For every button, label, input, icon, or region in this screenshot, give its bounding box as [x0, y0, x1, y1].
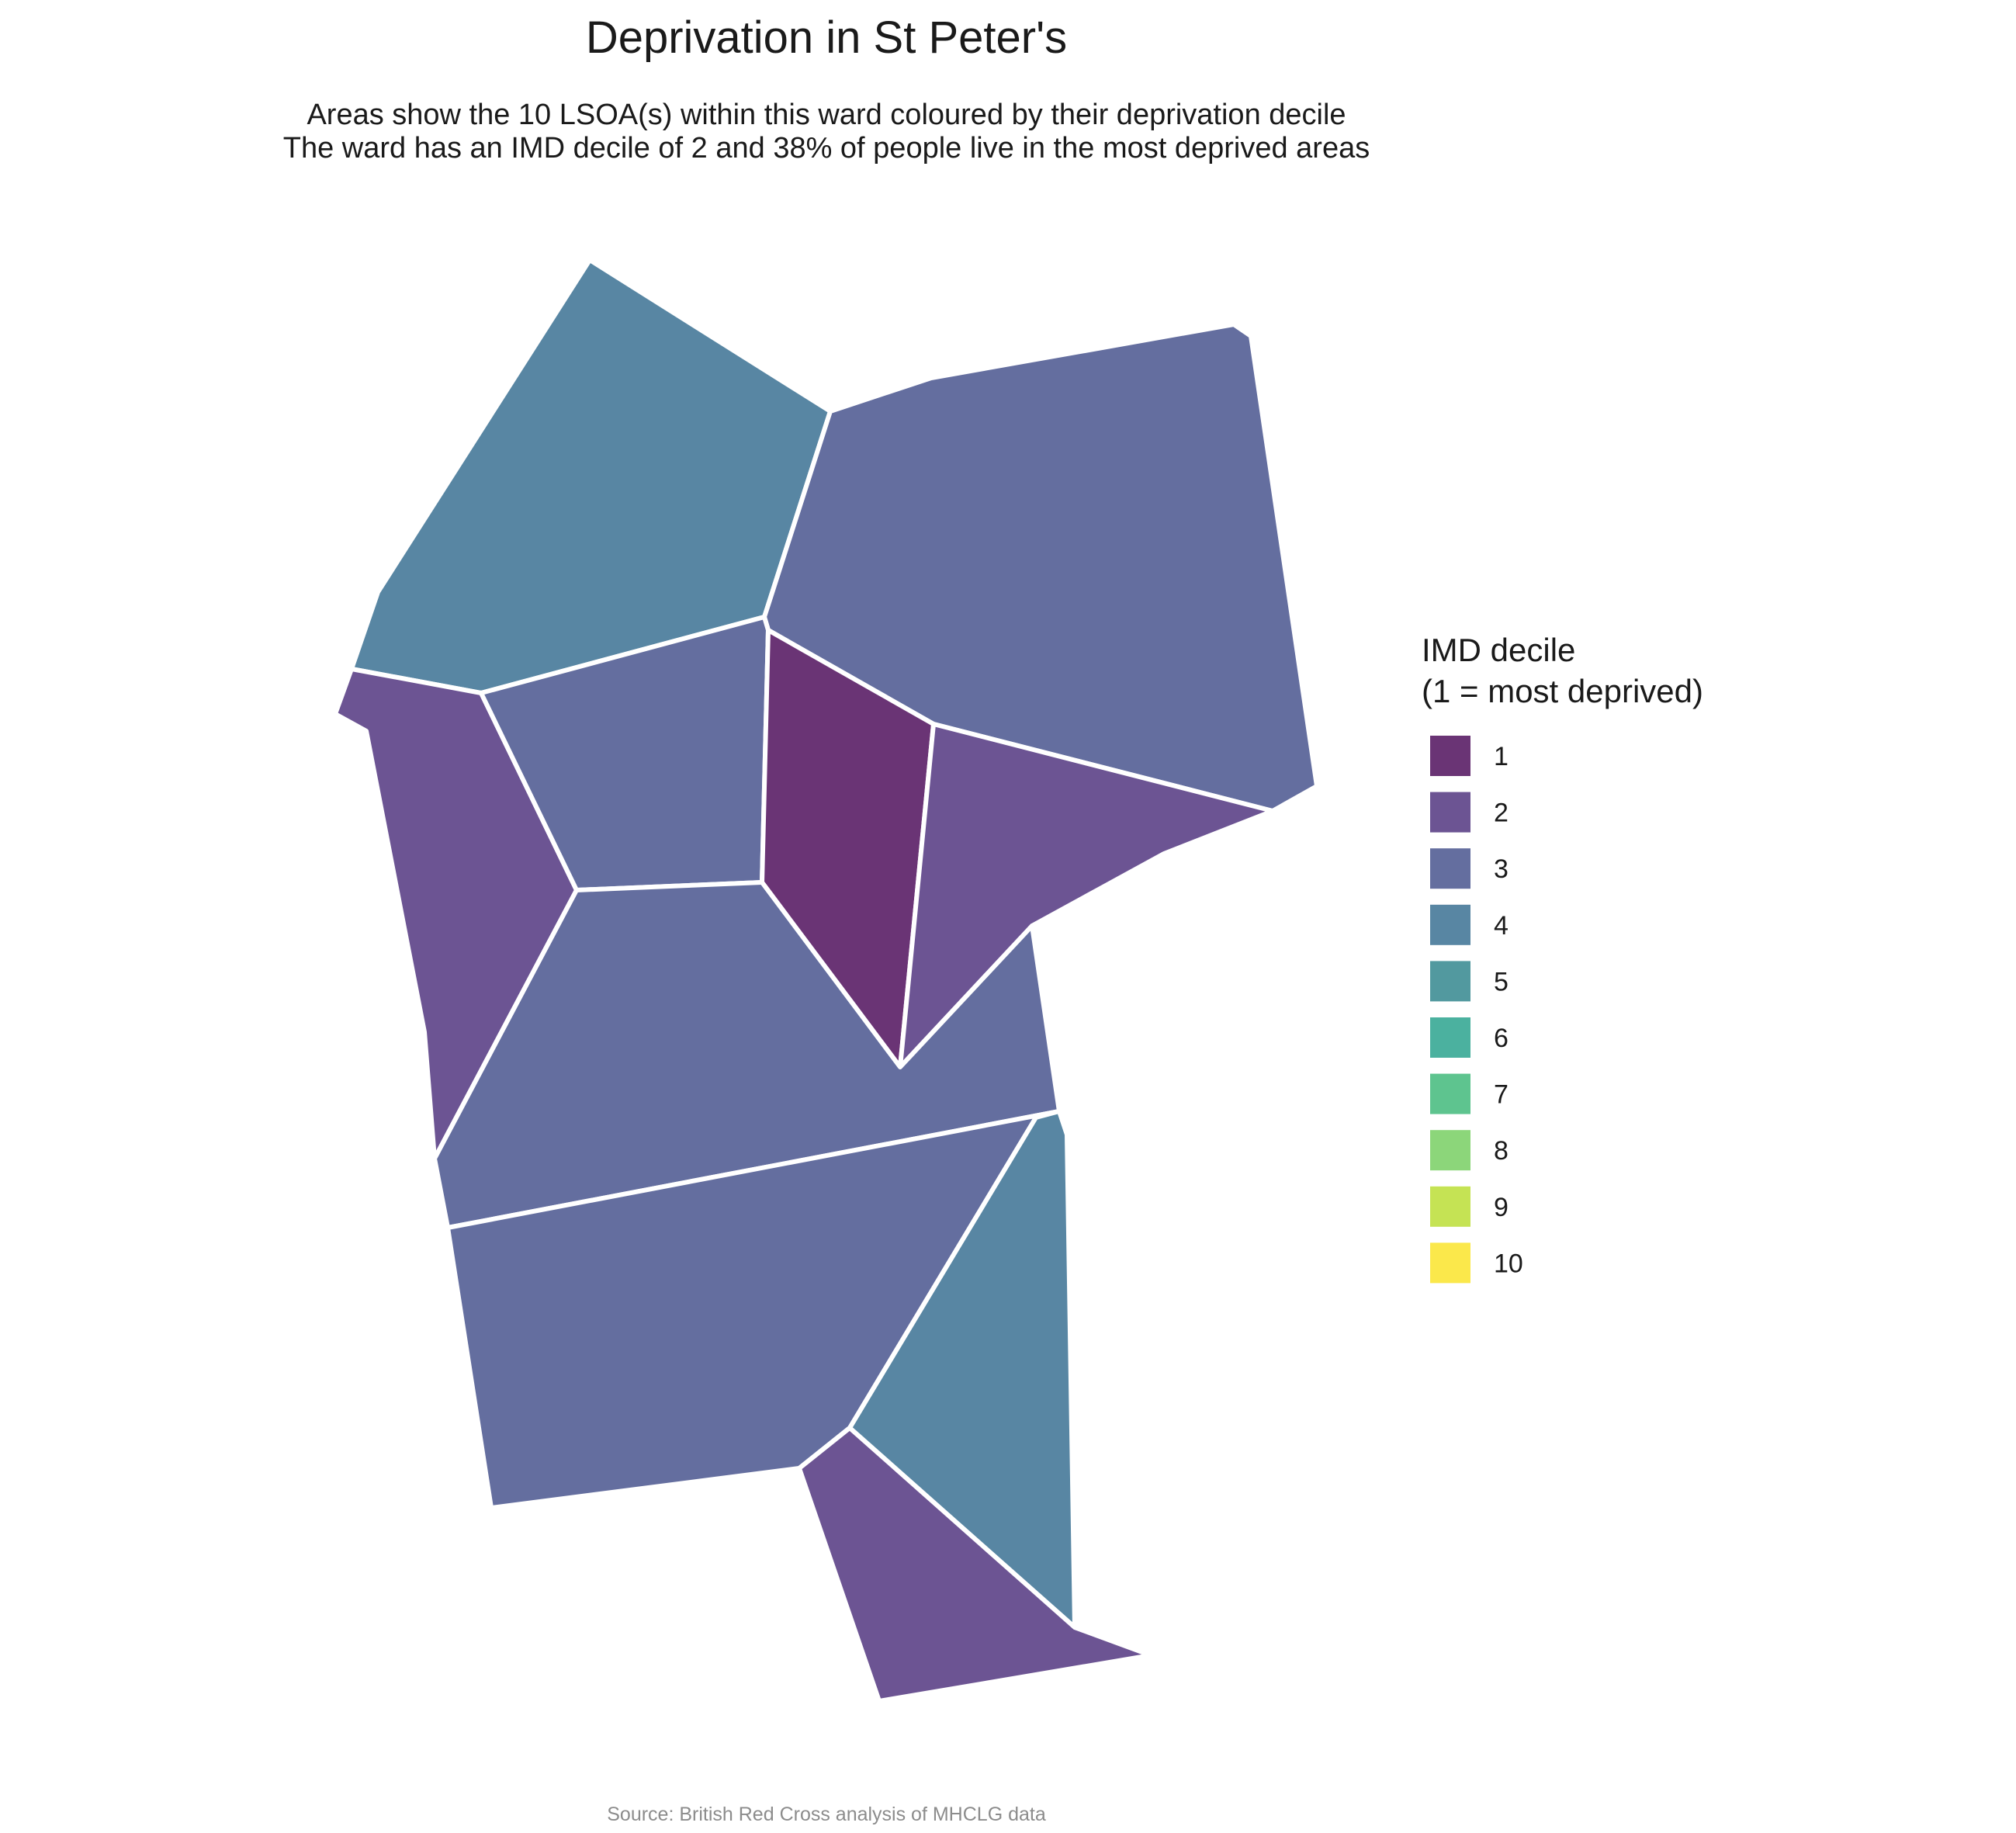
legend-key-9 [1430, 1186, 1470, 1227]
legend-key-4 [1430, 904, 1470, 945]
legend-label-9: 9 [1494, 1193, 1509, 1222]
legend-title-line-1: IMD decile [1422, 632, 1575, 668]
legend-key-6 [1430, 1017, 1470, 1058]
legend-label-4: 4 [1494, 911, 1509, 941]
legend-label-8: 8 [1494, 1136, 1509, 1166]
lsoa-map [333, 258, 1319, 1703]
map-subtitle-line-2: The ward has an IMD decile of 2 and 38% … [283, 132, 1370, 165]
legend-label-6: 6 [1494, 1024, 1509, 1053]
map-subtitle-line-1: Areas show the 10 LSOA(s) within this wa… [307, 99, 1346, 131]
legend-key-5 [1430, 961, 1470, 1002]
legend-key-10 [1430, 1242, 1470, 1284]
legend-label-10: 10 [1494, 1249, 1523, 1278]
source-caption: Source: British Red Cross analysis of MH… [607, 1804, 1046, 1825]
legend-key-8 [1430, 1130, 1470, 1171]
legend: IMD decile (1 = most deprived) 1 2 3 4 5 6 7 8 9… [1422, 632, 1703, 1284]
legend-label-5: 5 [1494, 967, 1509, 996]
lsoa-area-south-east[interactable] [847, 1109, 1077, 1630]
legend-label-1: 1 [1494, 742, 1509, 771]
lsoa-area-central-south[interactable] [432, 880, 1062, 1230]
lsoa-area-far-south[interactable] [797, 1426, 1153, 1703]
legend-key-2 [1430, 792, 1470, 833]
legend-label-3: 3 [1494, 854, 1509, 884]
lsoa-area-east[interactable] [898, 722, 1275, 1069]
legend-key-3 [1430, 848, 1470, 889]
legend-title-line-2: (1 = most deprived) [1422, 673, 1703, 709]
legend-key-7 [1430, 1073, 1470, 1114]
legend-key-1 [1430, 736, 1470, 776]
legend-label-7: 7 [1494, 1080, 1509, 1110]
map-title: Deprivation in St Peter's [586, 12, 1067, 63]
legend-label-2: 2 [1494, 799, 1509, 828]
